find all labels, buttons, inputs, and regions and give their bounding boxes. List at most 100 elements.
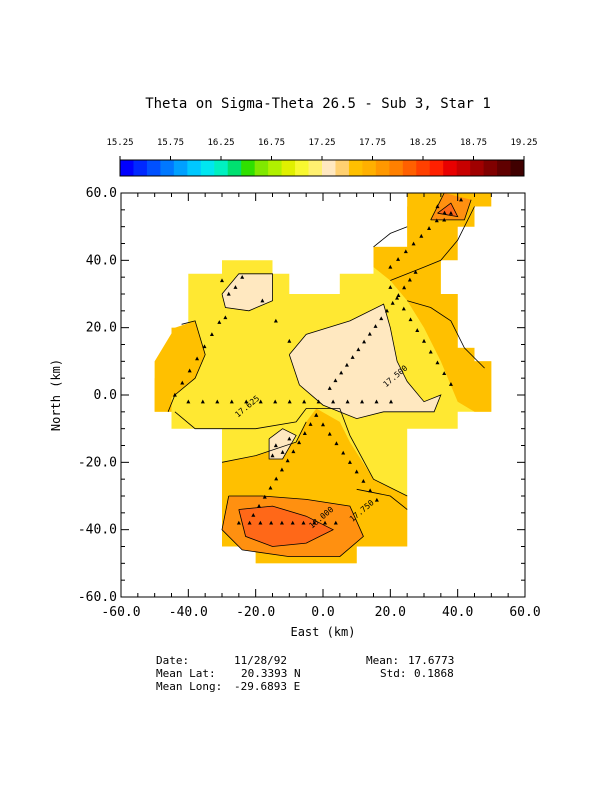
station-marker (411, 241, 416, 246)
station-marker (435, 204, 440, 209)
station-marker (172, 392, 177, 397)
station-marker (287, 436, 292, 441)
std-label: Std: (380, 667, 407, 680)
colorbar-swatch (470, 160, 485, 176)
y-tick-label: 20.0 (86, 321, 117, 336)
station-marker (395, 295, 400, 300)
station-marker (362, 339, 367, 344)
station-marker (180, 380, 185, 385)
colorbar-swatch (497, 160, 512, 176)
colorbar (119, 159, 525, 177)
south-hot-core (238, 506, 334, 547)
colorbar-tick-label: 17.25 (308, 138, 335, 148)
station-marker (361, 478, 366, 483)
station-marker (274, 476, 279, 481)
colorbar-swatch (214, 160, 229, 176)
station-marker (379, 316, 384, 321)
station-marker (388, 285, 393, 289)
colorbar-swatch (200, 160, 215, 176)
station-marker (428, 349, 433, 354)
colorbar-swatch (146, 160, 161, 176)
station-marker (287, 399, 292, 404)
station-marker (269, 520, 274, 525)
mean-lat-label: Mean Lat: (156, 667, 216, 680)
station-marker (339, 370, 344, 375)
colorbar-swatch (456, 160, 471, 176)
colorbar-swatch (362, 160, 377, 176)
x-tick-label: 20.0 (375, 605, 406, 620)
station-marker (367, 331, 372, 336)
colorbar-labels: 15.25 15.75 16.25 16.75 17.25 17.75 18.25 18.75… (106, 138, 538, 160)
contour-line (288, 303, 442, 420)
station-marker (291, 449, 296, 454)
colorbar-swatch (187, 160, 202, 176)
station-marker (321, 422, 325, 427)
date-label: Date: (156, 654, 190, 667)
colorbar-swatch (308, 160, 323, 176)
station-marker (215, 399, 220, 404)
station-marker (419, 233, 424, 238)
station-marker (217, 320, 222, 324)
station-marker (314, 413, 319, 417)
station-marker (334, 441, 339, 446)
contour-line (221, 421, 307, 463)
station-marker (403, 249, 408, 254)
contour-line (437, 202, 459, 218)
colorbar-tick-label: 19.25 (510, 138, 537, 148)
contour-lines (167, 192, 485, 557)
contour-line (268, 428, 297, 460)
colorbar-tick-label: 18.75 (460, 138, 487, 148)
colorbar-swatch (416, 160, 431, 176)
station-marker (388, 264, 393, 269)
y-tick-label: -20.0 (78, 455, 117, 470)
station-marker (273, 443, 278, 448)
contour-line (373, 226, 408, 248)
colorbar-swatch (241, 160, 256, 176)
station-marker (331, 399, 336, 404)
station-marker (354, 469, 359, 474)
station-marker (273, 318, 278, 323)
station-marker (200, 399, 205, 404)
station-marker (202, 344, 207, 349)
station-marker (347, 460, 352, 464)
colorbar-swatch (348, 160, 363, 176)
station-marker (435, 360, 440, 365)
station-marker (297, 440, 302, 445)
station-marker (226, 291, 231, 296)
station-marker (258, 399, 263, 404)
station-marker (312, 520, 317, 525)
station-marker (427, 226, 432, 230)
mean-label: Mean: (366, 654, 400, 667)
station-marker (187, 368, 192, 373)
station-marker (384, 308, 389, 313)
station-marker (389, 399, 394, 404)
station-marker (323, 520, 328, 525)
station-marker (350, 355, 355, 359)
station-marker (333, 378, 338, 383)
station-marker (279, 520, 284, 525)
station-marker (209, 332, 214, 336)
y-tick-label: -40.0 (78, 523, 117, 538)
contour-line (167, 320, 206, 412)
station-marker (251, 512, 256, 517)
station-marker (374, 399, 379, 404)
colorbar-swatch (120, 160, 134, 176)
station-marker (345, 399, 350, 404)
colorbar-tick-label: 16.25 (207, 138, 234, 148)
date-value: 11/28/92 (234, 654, 287, 667)
station-marker (360, 399, 365, 404)
chart-title: Theta on Sigma-Theta 26.5 - Sub 3, Star … (145, 96, 491, 112)
colorbar-swatch (389, 160, 404, 176)
colorbar-swatch (443, 160, 458, 176)
station-marker (316, 399, 321, 404)
colorbar-swatch (133, 160, 148, 176)
station-marker (442, 210, 447, 215)
colorbar-swatch (402, 160, 417, 176)
station-marker (327, 386, 332, 390)
x-tick-label: 0.0 (311, 605, 334, 620)
x-tick-label: -20.0 (236, 605, 275, 620)
station-marker (285, 458, 290, 463)
contour-line (221, 273, 273, 312)
west-bump (154, 320, 206, 412)
mean-long-label: Mean Long: (156, 680, 223, 693)
